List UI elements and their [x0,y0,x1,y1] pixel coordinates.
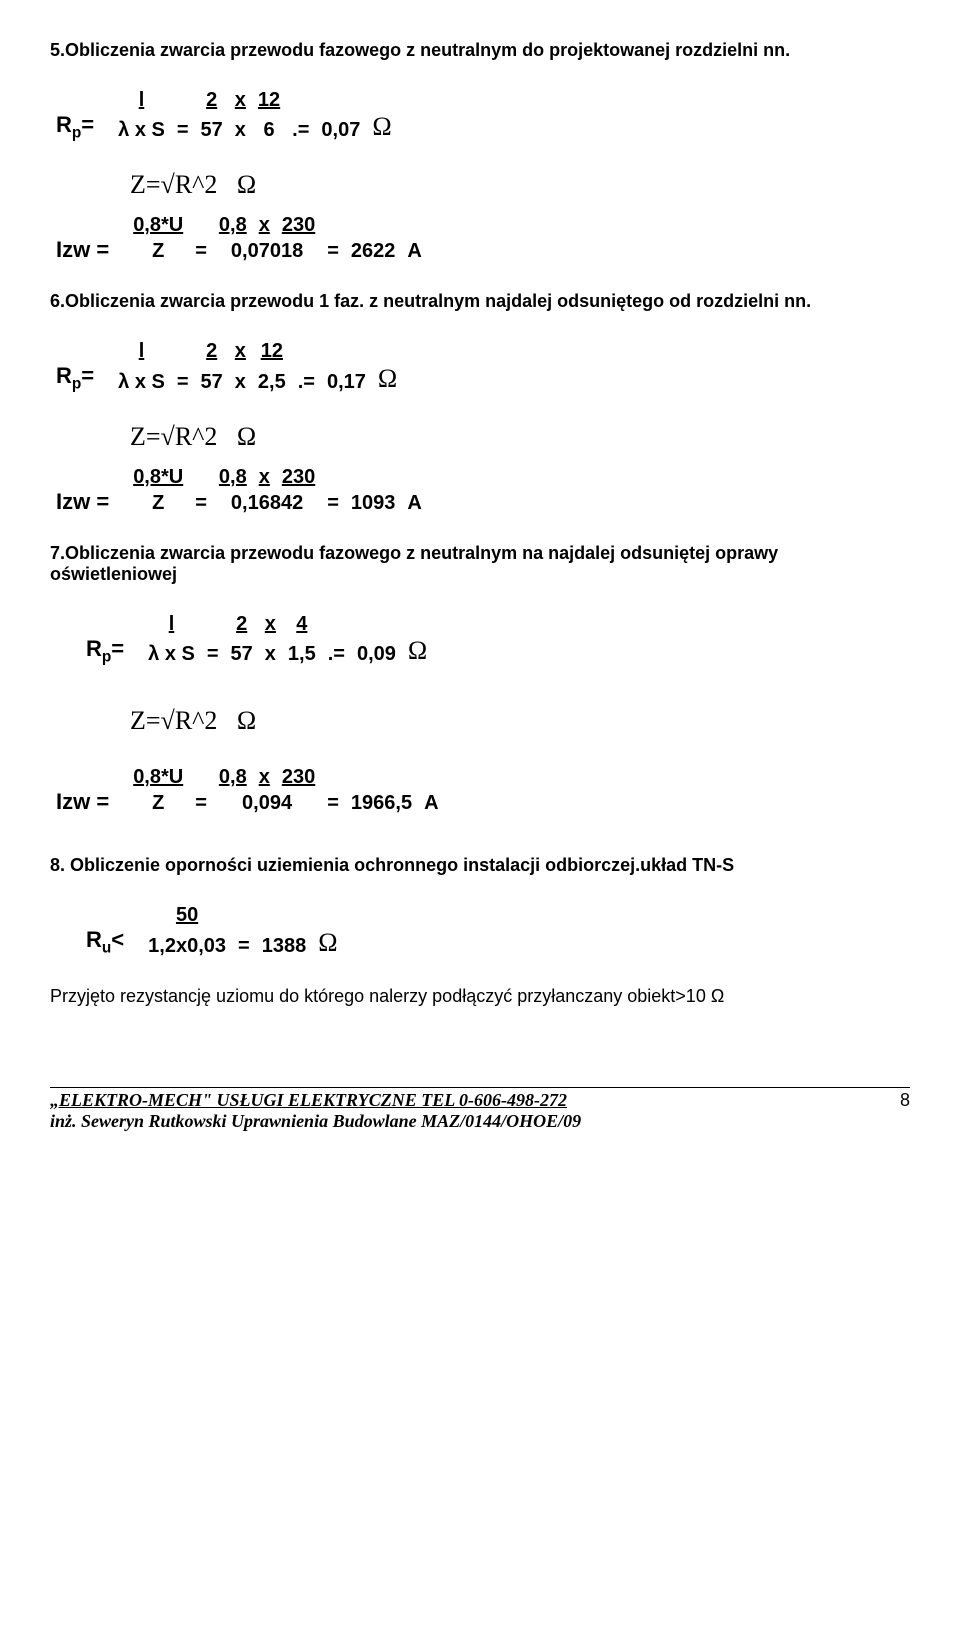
rp-res: 0,09 [351,636,402,666]
eq: = [171,363,195,393]
izw-z: Z [127,789,189,815]
izw-z: Z [127,489,189,515]
izw-7: 0,8*U 0,8 x 230 Izw = Z = 0,094 = 1966,5… [50,766,910,815]
izw-res: 1966,5 [345,789,418,815]
footer-line2: inż. Seweryn Rutkowski Uprawnienia Budow… [50,1111,581,1132]
heading-6: 6.Obliczenia zwarcia przewodu 1 faz. z n… [50,291,910,312]
rp-num-2: 2 [195,340,229,363]
eq: = [201,636,225,666]
ohm: Ω [372,363,403,393]
rp-57: 57 [195,112,229,142]
rp-num-12: 12 [252,340,292,363]
rp-57: 57 [195,363,229,393]
rp-den: λ x S [112,112,171,142]
izw-num: 0,8*U [127,766,189,789]
rp-num-2: 2 [195,89,229,112]
izw-5: 0,8*U 0,8 x 230 Izw = Z = 0,07018 = 2622… [50,214,910,263]
eq: = [189,789,213,815]
rp-den: λ x S [142,636,201,666]
izw-230: 230 [276,214,321,237]
izw-x: x [253,766,276,789]
rp-6: l 2 x 12 Rp= λ x S = 57 x 2,5 .= 0,17 Ω [50,340,910,393]
rp-num-l: l [112,89,171,112]
rp-den: λ x S [112,363,171,393]
eq: = [171,112,195,142]
izw-230: 230 [276,766,321,789]
rp-x: x [259,636,282,666]
izw-08: 0,8 [213,766,253,789]
footer-line1: „ELEKTRO-MECH" USŁUGI ELEKTRYCZNE TEL 0-… [50,1090,581,1111]
izw-x: x [253,466,276,489]
izw-6: 0,8*U 0,8 x 230 Izw = Z = 0,16842 = 1093… [50,466,910,515]
izw-res: 1093 [345,489,402,515]
izw-mid: 0,16842 [213,489,321,515]
ru-top: 50 [142,904,232,927]
ru-bot: 1,2x0,03 [142,927,232,957]
amp: A [401,237,427,263]
heading-5: 5.Obliczenia zwarcia przewodu fazowego z… [50,40,910,61]
rp-b: 6 [252,112,286,142]
izw-08: 0,8 [213,214,253,237]
rp-deq: .= [292,363,321,393]
ru-res: 1388 [256,927,313,957]
z-expr-6: Z=√R^2 Ω [130,422,910,452]
rp-num-x: x [229,89,252,112]
izw-mid: 0,094 [213,789,321,815]
izw-label: Izw = [50,237,127,263]
footer: „ELEKTRO-MECH" USŁUGI ELEKTRYCZNE TEL 0-… [50,1087,910,1132]
rp-b: 1,5 [282,636,322,666]
z-expr-5: Z=√R^2 Ω [130,170,910,200]
rp-deq: .= [322,636,351,666]
eq: = [321,237,345,263]
rp-b: 2,5 [252,363,292,393]
eq: = [189,489,213,515]
izw-x: x [253,214,276,237]
page-number: 8 [900,1090,910,1132]
izw-230: 230 [276,466,321,489]
rp-num-l: l [112,340,171,363]
izw-z: Z [127,237,189,263]
ohm: Ω [366,112,397,142]
eq: = [232,927,256,957]
izw-res: 2622 [345,237,402,263]
ru-label: Ru< [86,927,124,952]
rp-num-2: 2 [225,613,259,636]
rp-label: Rp= [56,112,94,137]
rp-label: Rp= [86,636,124,661]
heading-8: 8. Obliczenie oporności uziemienia ochro… [50,855,910,876]
izw-08: 0,8 [213,466,253,489]
ohm: Ω [402,636,433,666]
izw-num: 0,8*U [127,466,189,489]
izw-mid: 0,07018 [213,237,321,263]
rp-7: l 2 x 4 Rp= λ x S = 57 x 1,5 .= 0,09 Ω [50,613,910,666]
amp: A [418,789,444,815]
rp-deq: .= [286,112,315,142]
eq: = [189,237,213,263]
amp: A [401,489,427,515]
rp-res: 0,17 [321,363,372,393]
rp-num-4: 4 [282,613,322,636]
rp-num-x: x [229,340,252,363]
ohm: Ω [312,927,343,957]
eq: = [321,789,345,815]
rp-res: 0,07 [315,112,366,142]
rp-num-12: 12 [252,89,286,112]
rp-label: Rp= [56,363,94,388]
eq: = [321,489,345,515]
rp-num-l: l [142,613,201,636]
heading-7: 7.Obliczenia zwarcia przewodu fazowego z… [50,543,870,585]
note: Przyjęto rezystancję uziomu do którego n… [50,986,910,1007]
ru-8: 50 Ru< 1,2x0,03 = 1388 Ω [80,904,910,957]
izw-label: Izw = [50,489,127,515]
rp-5: l 2 x 12 Rp= λ x S = 57 x 6 .= 0,07 Ω [50,89,910,142]
rp-x: x [229,363,252,393]
rp-x: x [229,112,252,142]
rp-num-x: x [259,613,282,636]
z-expr-7: Z=√R^2 Ω [130,706,910,736]
izw-num: 0,8*U [127,214,189,237]
rp-57: 57 [225,636,259,666]
izw-label: Izw = [50,789,127,815]
